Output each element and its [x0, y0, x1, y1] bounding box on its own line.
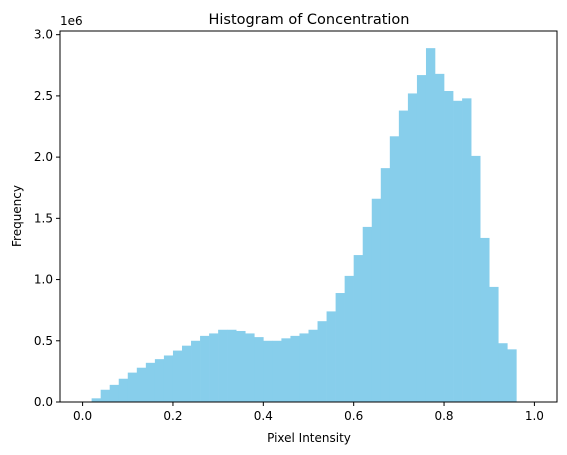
- histogram-bar: [209, 333, 219, 402]
- histogram-bar: [425, 48, 436, 403]
- histogram-bar: [416, 75, 427, 402]
- histogram-bar: [498, 343, 508, 402]
- histogram-bar: [453, 100, 463, 402]
- histogram-bar: [444, 90, 454, 402]
- histogram-bar: [200, 335, 210, 402]
- histogram-bar: [326, 311, 336, 402]
- histogram-bar: [191, 340, 201, 402]
- histogram-bar: [254, 337, 264, 402]
- histogram-bar: [245, 333, 255, 402]
- histogram-bar: [145, 362, 156, 402]
- y-tick-label: 0.0: [34, 395, 53, 409]
- histogram-bar: [489, 286, 499, 402]
- histogram-bar: [172, 350, 183, 402]
- histogram-bar: [118, 378, 129, 402]
- histogram-bar: [480, 237, 490, 402]
- y-offset-text: 1e6: [60, 14, 83, 28]
- histogram-bar: [299, 333, 309, 402]
- histogram-bar: [109, 384, 120, 402]
- histogram-bar: [462, 98, 472, 402]
- histogram-bar: [281, 338, 291, 402]
- histogram-bar: [163, 355, 174, 402]
- histogram-bar: [127, 372, 138, 402]
- bars-group: [91, 48, 517, 403]
- y-tick-label: 2.5: [34, 89, 53, 103]
- histogram-bar: [154, 359, 165, 402]
- histogram-bar: [435, 73, 445, 402]
- x-tick-label: 0.6: [344, 409, 363, 423]
- histogram-bar: [362, 226, 373, 402]
- x-tick-label: 0.4: [254, 409, 273, 423]
- y-axis-label: Frequency: [10, 185, 24, 247]
- histogram-bar: [218, 329, 228, 402]
- histogram-bar: [507, 349, 517, 402]
- histogram-bar: [272, 340, 282, 402]
- x-axis-ticks: 0.0 0.2 0.4 0.6 0.8 1.0: [73, 402, 544, 423]
- histogram-bar: [290, 335, 300, 402]
- histogram-bar: [471, 155, 481, 402]
- histogram-bar: [227, 329, 237, 402]
- chart-title: Histogram of Concentration: [209, 12, 410, 28]
- y-axis-ticks: 0.0 0.5 1.0 1.5 2.0 2.5 3.0: [34, 28, 60, 409]
- y-tick-label: 0.5: [34, 334, 53, 348]
- histogram-bar: [398, 110, 409, 402]
- histogram-bar: [335, 293, 345, 402]
- x-axis-label: Pixel Intensity: [267, 431, 351, 445]
- y-tick-label: 1.0: [34, 273, 53, 287]
- x-tick-label: 0.0: [73, 409, 92, 423]
- x-tick-label: 0.2: [163, 409, 182, 423]
- histogram-bar: [263, 340, 273, 402]
- histogram-bar: [236, 330, 246, 402]
- histogram-bar: [389, 136, 400, 402]
- y-tick-label: 1.5: [34, 211, 53, 225]
- histogram-bar: [308, 329, 318, 402]
- histogram-bar: [181, 345, 192, 402]
- histogram-bar: [380, 168, 391, 402]
- x-tick-label: 0.8: [434, 409, 453, 423]
- histogram-bar: [317, 321, 327, 402]
- histogram-bar: [344, 275, 354, 402]
- histogram-bar: [371, 198, 382, 402]
- histogram-bar: [407, 93, 418, 402]
- histogram-bar: [100, 389, 110, 402]
- histogram-bar: [136, 367, 147, 402]
- plot-frame: [59, 30, 558, 403]
- x-tick-label: 1.0: [525, 409, 544, 423]
- histogram-bar: [91, 398, 101, 402]
- histogram-bar: [353, 255, 364, 402]
- y-tick-label: 3.0: [34, 28, 53, 42]
- y-tick-label: 2.0: [34, 150, 53, 164]
